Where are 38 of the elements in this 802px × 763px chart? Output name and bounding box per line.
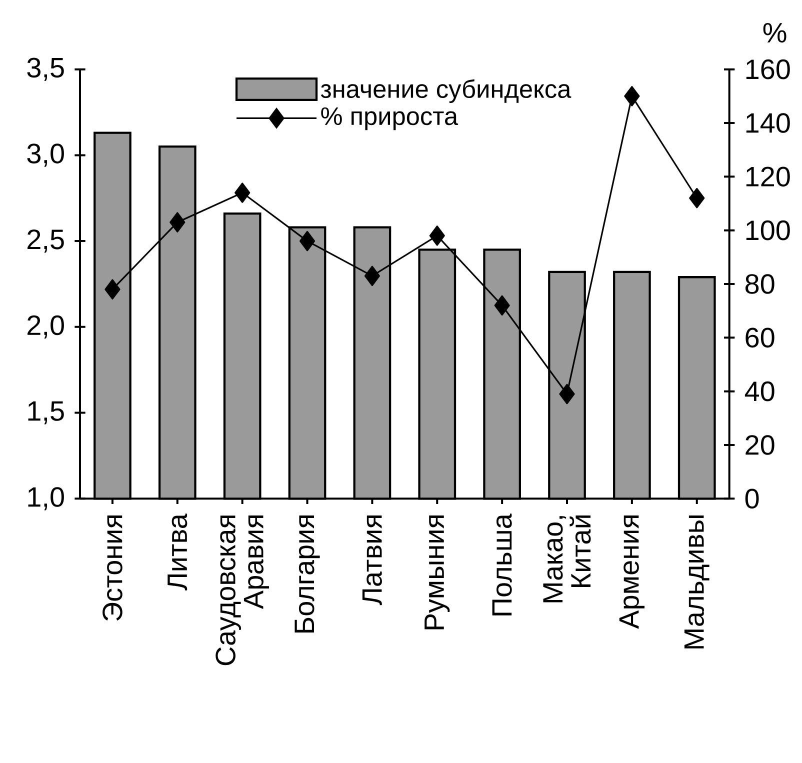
y2-tick-label: 80: [745, 274, 774, 294]
x-tick-label: Румыния: [424, 516, 450, 630]
y-tick-label: 3,0: [27, 144, 64, 167]
y2-tick-label: 20: [746, 435, 774, 456]
x-tick-label: Мальдивы: [684, 516, 710, 649]
y-tick-label: 3,5: [27, 58, 64, 82]
y2-tick-label: 60: [746, 328, 774, 348]
point: [429, 226, 445, 246]
point: [170, 212, 186, 233]
x-tick-label: Болгария: [294, 516, 320, 633]
y2-axis-title: %: [763, 23, 786, 43]
y-tick-label: 2,5: [28, 230, 64, 253]
y2-tick-label: 40: [744, 382, 774, 402]
y-tick-label: 2,0: [28, 316, 64, 339]
y-tick-label: 1,0: [28, 487, 64, 510]
point: [104, 279, 120, 300]
point: [494, 295, 510, 316]
legend-label: значение субиндекса: [320, 79, 572, 104]
y2-tick-label: 140: [746, 113, 790, 134]
x-tick-label: Эстония: [102, 516, 122, 621]
point: [624, 86, 640, 106]
x-tick-label: Польша: [492, 514, 512, 616]
x-tick-label: Саудовская Аравия: [216, 516, 270, 666]
x-tick-label: Макао, Китай: [543, 516, 591, 602]
y2-tick-label: 100: [746, 220, 790, 240]
x-tick-label: Латвия: [362, 516, 382, 606]
y-tick-label: 1,5: [28, 402, 64, 424]
x-tick-label: Армения: [619, 516, 644, 630]
point: [234, 182, 250, 204]
point: [299, 231, 316, 252]
x-tick-label: Литва: [168, 514, 188, 590]
y2-tick-label: 120: [746, 166, 790, 187]
y2-tick-label: 160: [746, 60, 790, 80]
legend-label: % прироста: [321, 108, 458, 130]
point: [364, 266, 380, 286]
point: [689, 188, 705, 208]
y2-tick-label: 0: [745, 488, 759, 509]
point: [559, 384, 575, 404]
